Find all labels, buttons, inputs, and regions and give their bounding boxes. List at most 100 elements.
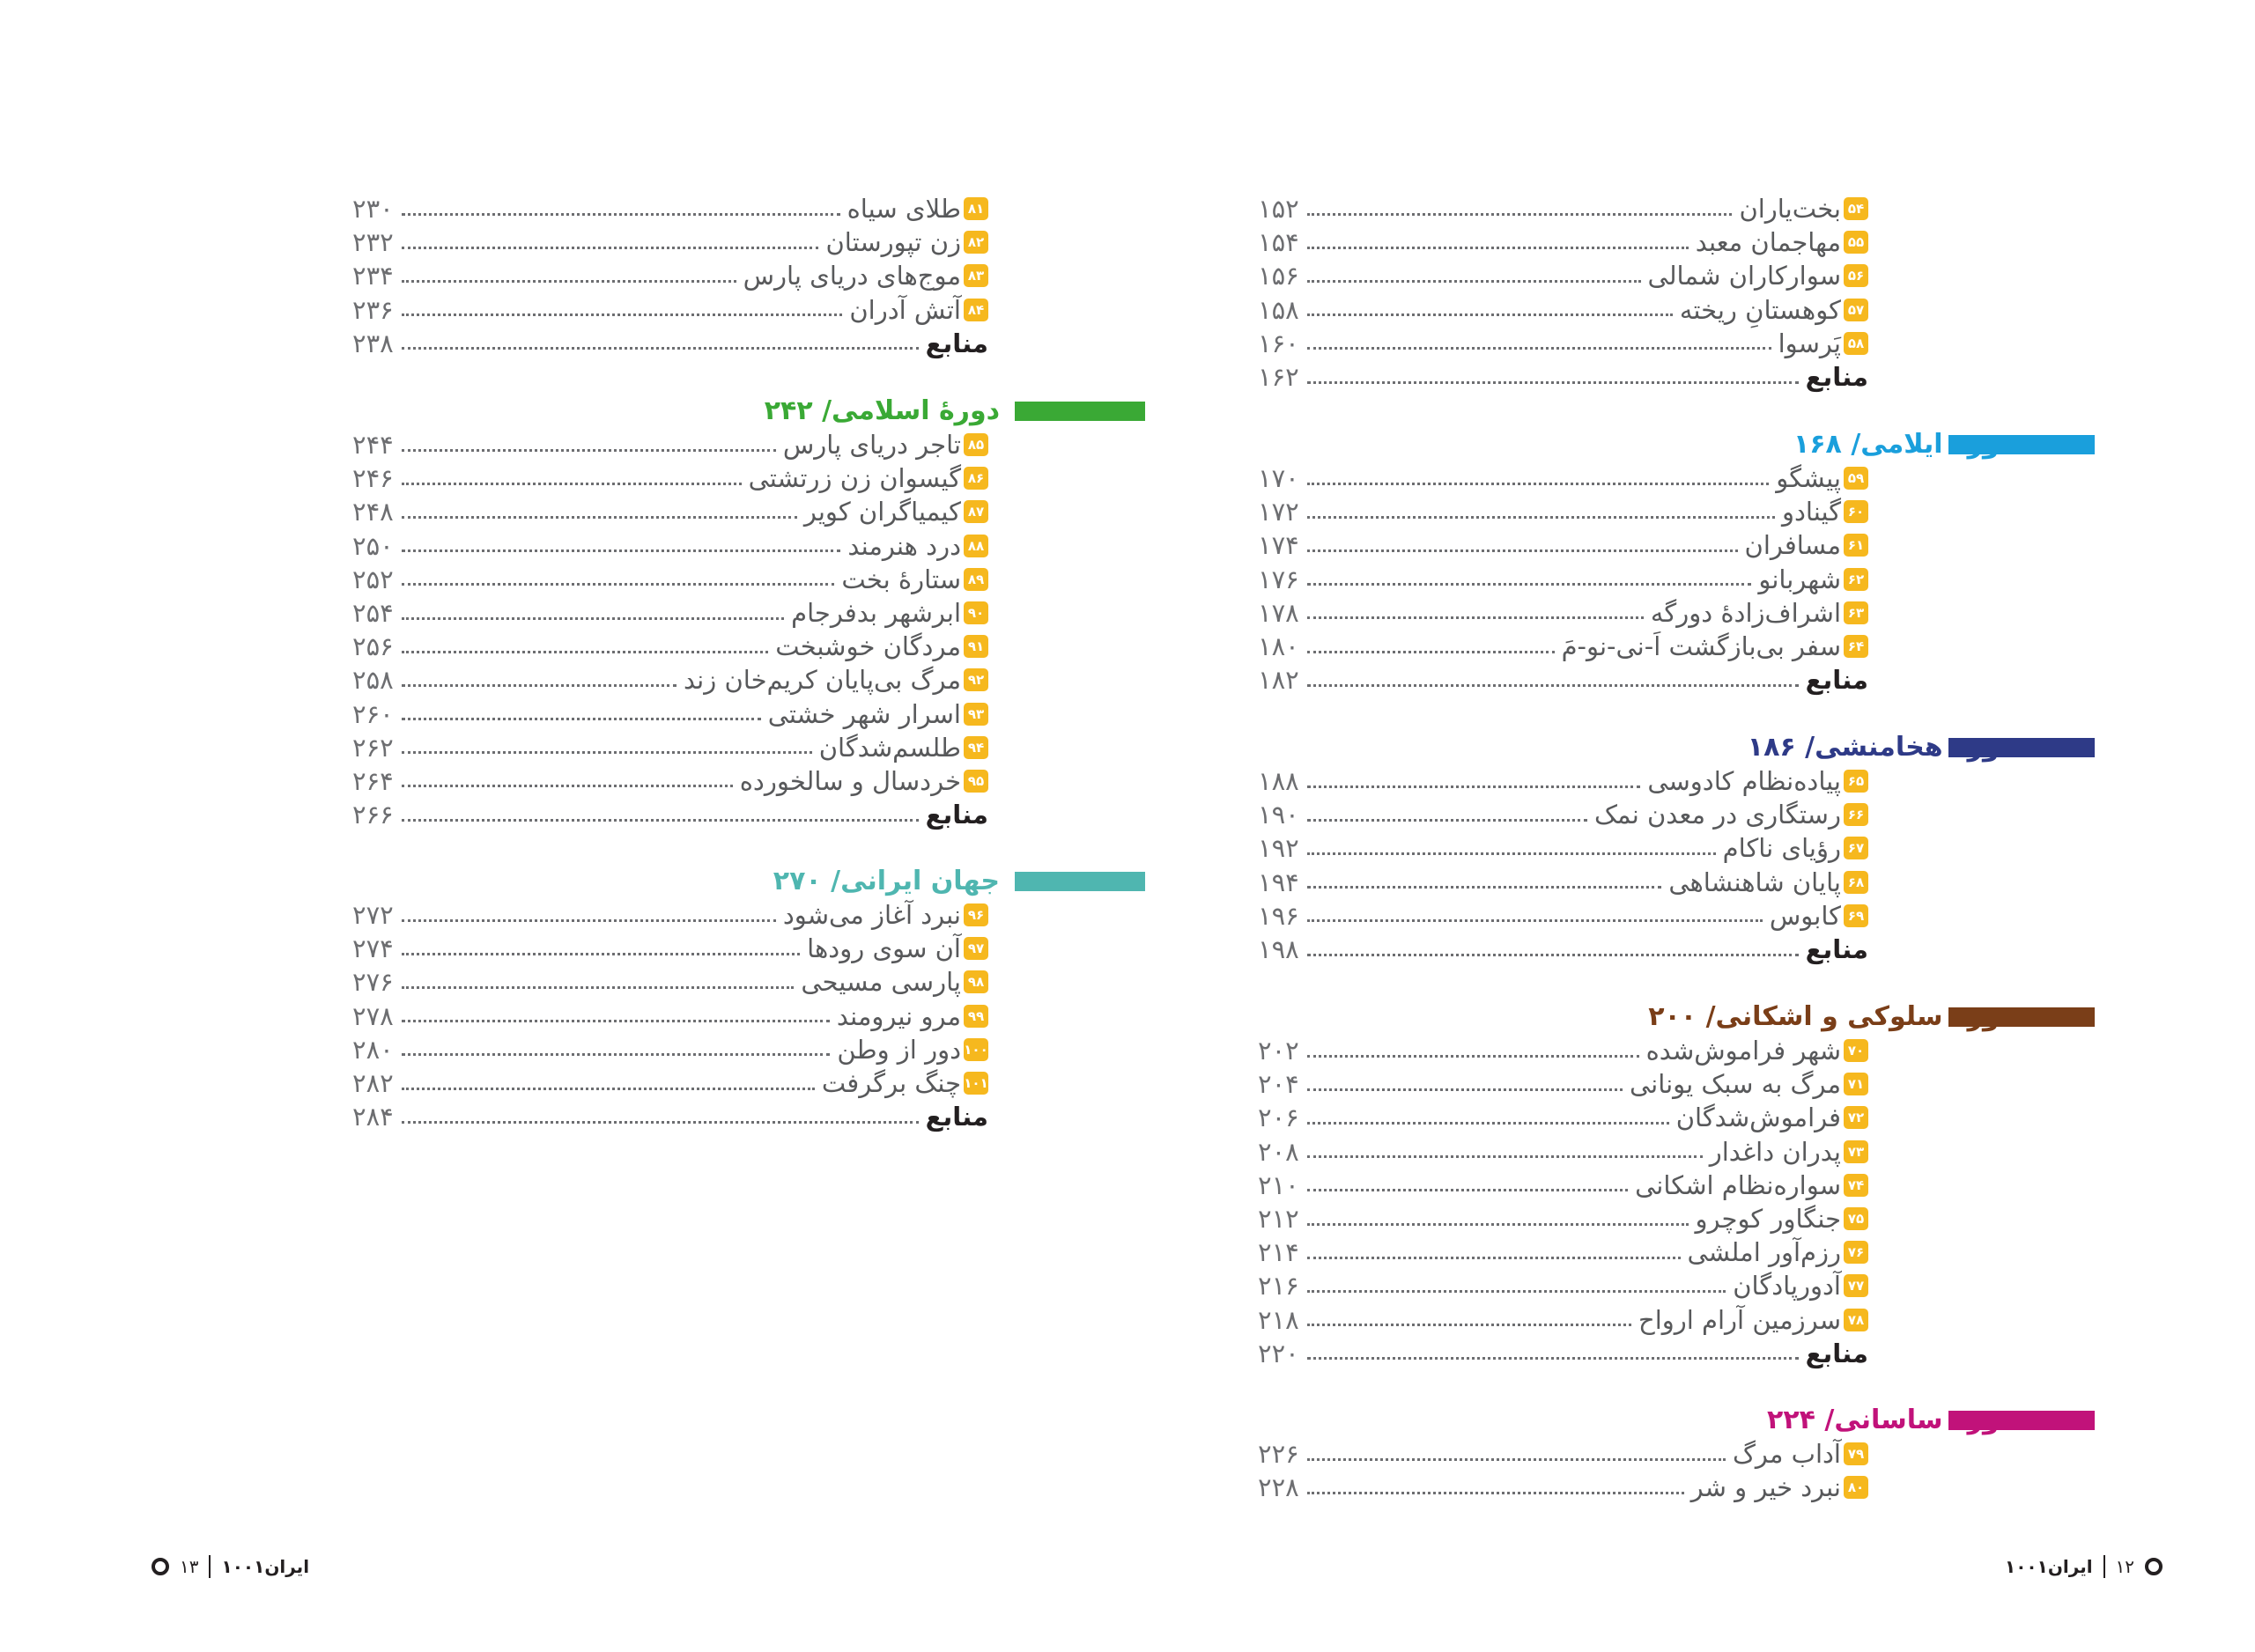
section-color-bar — [1948, 435, 2095, 454]
chapter-number-badge: ۸۳ — [964, 264, 988, 288]
section-header: دورهٔ ساسانی/ ۲۲۴ — [1258, 1404, 2095, 1437]
footer-left: ۱۳ ایران۱۰۰۱ — [152, 1553, 309, 1580]
toc-entry: ۸۹ ستارهٔ بخت ۲۵۲ — [352, 563, 988, 596]
dot-leader — [1307, 1222, 1689, 1226]
entry-title: سواره‌نظام اشکانی — [1635, 1169, 1841, 1200]
page-number: ۱۲ — [2115, 1556, 2135, 1577]
toc-entry: ۹۶ نبرد آغاز می‌شود ۲۷۲ — [352, 898, 988, 932]
entry-title: پیشگو — [1776, 463, 1841, 494]
entry-title: آن سوی رودها — [807, 933, 961, 964]
section-elamite: دورهٔ ایلامی/ ۱۶۸ ۵۹ پیشگو ۱۷۰ ۶۰ گینادو ۱۷۲ ۶… — [1258, 428, 2095, 697]
section-header: جهان ایرانی/ ۲۷۰ — [352, 865, 1145, 898]
footer-right: ایران۱۰۰۱ ۱۲ — [2005, 1553, 2163, 1580]
dot-leader — [402, 549, 841, 553]
entry-title: رزم‌آور املشی — [1687, 1237, 1841, 1268]
entry-title: منابع — [925, 1102, 988, 1132]
chapter-number-badge: ۹۶ — [964, 903, 988, 927]
entry-page-number: ۲۴۴ — [352, 430, 394, 461]
entry-page-number: ۱۷۶ — [1258, 564, 1299, 594]
chapter-number-badge: ۶۴ — [1844, 635, 1868, 659]
toc-entry: ۷۲ فراموش‌شدگان ۲۰۶ — [1258, 1101, 1868, 1134]
toc-entry: ۵۵ مهاجمان معبد ۱۵۴ — [1258, 225, 1868, 259]
toc-continued-list: ۸۱ طلای سیاه ۲۳۰ ۸۲ زن تپورستان ۲۳۲ ۸۳ موج‌های … — [352, 192, 1145, 360]
toc-entry: ۸۴ آتش آدران ۲۳۶ — [352, 293, 988, 327]
chapter-number-badge: ۸۰ — [1844, 1476, 1868, 1500]
entry-page-number: ۱۸۲ — [1258, 665, 1299, 696]
entry-page-number: ۲۵۸ — [352, 665, 394, 696]
entry-title: گینادو — [1781, 497, 1841, 527]
dot-leader — [1307, 246, 1689, 249]
dot-leader — [1307, 818, 1587, 822]
entry-title: آداب مرگ — [1732, 1439, 1841, 1470]
toc-entry: ۷۱ مرگ به سبک یونانی ۲۰۴ — [1258, 1067, 1868, 1101]
entry-page-number: ۲۷۴ — [352, 933, 394, 964]
entry-page-number: ۱۵۲ — [1258, 194, 1299, 225]
entry-title: مرگ بی‌پایان کریم‌خان زند — [683, 665, 961, 696]
chapter-number-badge: ۵۷ — [1844, 298, 1868, 321]
footer-divider — [2103, 1555, 2105, 1578]
entry-page-number: ۲۸۴ — [352, 1102, 394, 1132]
toc-sources-entry: منابع ۲۶۶ — [352, 798, 988, 831]
entry-title: سوارکاران شمالی — [1647, 261, 1841, 291]
toc-entries: ۸۵ تاجر دریای پارس ۲۴۴ ۸۶ گیسوان زن زرتشتی ۲۴… — [352, 428, 1145, 831]
dot-leader — [1307, 313, 1673, 317]
toc-entry: ۸۸ درد هنرمند ۲۵۰ — [352, 529, 988, 563]
dot-leader — [1307, 279, 1641, 283]
toc-entries: ۷۹ آداب مرگ ۲۲۶ ۸۰ نبرد خیر و شر ۲۲۸ — [1258, 1437, 2095, 1504]
toc-entry: ۸۵ تاجر دریای پارس ۲۴۴ — [352, 428, 988, 461]
toc-entries: ۸۱ طلای سیاه ۲۳۰ ۸۲ زن تپورستان ۲۳۲ ۸۳ موج‌های … — [352, 192, 1145, 360]
dot-leader — [1307, 1054, 1639, 1058]
section-iranian-world: جهان ایرانی/ ۲۷۰ ۹۶ نبرد آغاز می‌شود ۲۷۲ ۹۷… — [352, 865, 1145, 1133]
dot-leader — [1307, 1256, 1681, 1259]
dot-leader — [402, 918, 776, 922]
toc-entry: ۶۷ رؤیای ناکام ۱۹۲ — [1258, 831, 1868, 865]
chapter-number-badge: ۸۸ — [964, 534, 988, 557]
toc-entry: ۷۵ جنگاور کوچرو ۲۱۲ — [1258, 1202, 1868, 1235]
entry-title: اشراف‌زادهٔ دورگه — [1650, 597, 1841, 628]
dot-leader — [402, 1020, 830, 1023]
dot-leader — [402, 683, 676, 687]
entry-page-number: ۲۰۲ — [1258, 1036, 1299, 1066]
entry-title: منابع — [1805, 1338, 1868, 1368]
entry-page-number: ۱۶۲ — [1258, 362, 1299, 393]
book-brand: ایران۱۰۰۱ — [221, 1556, 310, 1577]
dot-leader — [1307, 953, 1799, 956]
chapter-number-badge: ۹۵ — [964, 769, 988, 793]
toc-entry: ۷۰ شهر فراموش‌شده ۲۰۲ — [1258, 1034, 1868, 1067]
dot-leader — [402, 1120, 919, 1124]
entry-title: طلای سیاه — [847, 194, 961, 225]
toc-entry: ۹۹ مرو نیرومند ۲۷۸ — [352, 999, 988, 1033]
entry-title: منابع — [925, 328, 988, 358]
chapter-number-badge: ۸۱ — [964, 197, 988, 221]
entry-page-number: ۱۷۴ — [1258, 530, 1299, 561]
dot-leader — [1307, 380, 1799, 384]
entry-page-number: ۱۹۲ — [1258, 833, 1299, 864]
dot-leader — [402, 1087, 815, 1090]
entry-title: پدران داغدار — [1709, 1136, 1841, 1167]
toc-sources-entry: منابع ۱۹۸ — [1258, 933, 1868, 966]
section-seleucid-parthian: دورهٔ سلوکی و اشکانی/ ۲۰۰ ۷۰ شهر فراموش‌ش… — [1258, 1000, 2095, 1370]
chapter-number-badge: ۷۷ — [1844, 1274, 1868, 1298]
toc-entry: ۸۲ زن تپورستان ۲۳۲ — [352, 225, 988, 259]
entry-page-number: ۱۷۸ — [1258, 597, 1299, 628]
entry-page-number: ۲۳۴ — [352, 261, 394, 291]
entry-page-number: ۲۴۸ — [352, 497, 394, 527]
toc-entry: ۵۹ پیشگو ۱۷۰ — [1258, 461, 1868, 495]
entry-page-number: ۱۹۴ — [1258, 867, 1299, 897]
chapter-number-badge: ۵۶ — [1844, 264, 1868, 288]
chapter-number-badge: ۸۶ — [964, 467, 988, 490]
entry-page-number: ۲۵۴ — [352, 598, 394, 629]
dot-leader — [402, 751, 812, 755]
dot-leader — [1307, 583, 1752, 586]
entry-title: کابوس — [1769, 900, 1841, 931]
toc-entry: ۶۸ پایان شاهنشاهی ۱۹۴ — [1258, 866, 1868, 899]
entry-page-number: ۲۱۰ — [1258, 1169, 1299, 1200]
chapter-number-badge: ۹۹ — [964, 1004, 988, 1028]
chapter-number-badge: ۶۰ — [1844, 500, 1868, 524]
entry-page-number: ۲۶۴ — [352, 765, 394, 796]
entry-title: درد هنرمند — [847, 530, 961, 561]
section-header: دورهٔ اسلامی/ ۲۴۲ — [352, 395, 1145, 428]
entry-title: گیسوان زن زرتشتی — [748, 463, 961, 494]
toc-entry: ۵۴ بخت‌یاران ۱۵۲ — [1258, 192, 1868, 225]
entry-page-number: ۲۶۶ — [352, 800, 394, 830]
